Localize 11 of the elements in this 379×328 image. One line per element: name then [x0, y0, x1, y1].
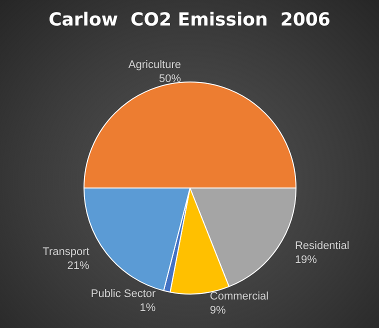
data-label: 19%: [294, 254, 318, 266]
data-label: 50%: [158, 73, 182, 85]
slice-label: Transport: [42, 246, 90, 258]
slice-label: Residential: [294, 240, 350, 252]
data-label: 1%: [140, 302, 156, 314]
slice-label: Commercial: [210, 290, 269, 302]
chart-title: Carlow CO2 Emission 2006: [48, 10, 330, 30]
data-label: 9%: [210, 304, 226, 316]
slice-label: Public Sector: [90, 288, 156, 300]
slice-label: Agriculture: [128, 59, 181, 71]
data-label: 21%: [67, 260, 90, 272]
